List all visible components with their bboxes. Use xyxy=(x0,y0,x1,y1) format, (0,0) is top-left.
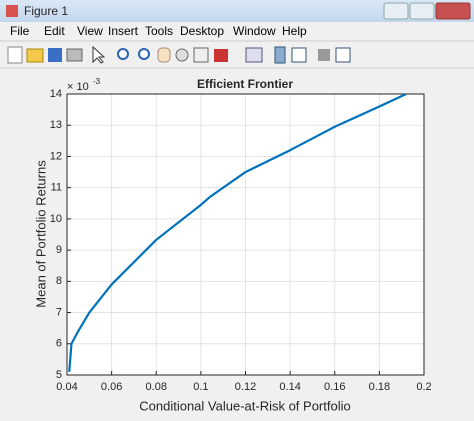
frontier-line xyxy=(68,93,407,372)
x-axis-label: Conditional Value-at-Risk of Portfolio xyxy=(139,398,350,413)
y-tick-label: 13 xyxy=(50,119,62,131)
tool-datacursor[interactable] xyxy=(193,47,209,63)
menu-item[interactable]: Help xyxy=(282,24,307,38)
tool-hide[interactable] xyxy=(318,49,330,61)
tool-pan[interactable] xyxy=(157,47,171,63)
x-tick-label: 0.08 xyxy=(146,381,167,393)
y-tick-label: 6 xyxy=(56,338,62,350)
tool-save[interactable] xyxy=(48,48,62,62)
y-tick-label: 10 xyxy=(50,213,62,225)
y-tick-label: 5 xyxy=(56,369,62,381)
x-tick-label: 0.16 xyxy=(324,381,345,393)
menu-item[interactable]: Tools xyxy=(145,24,173,38)
maximize-button[interactable] xyxy=(409,2,435,20)
x-tick-label: 0.1 xyxy=(193,381,208,393)
toolbar xyxy=(7,45,351,64)
tool-print[interactable] xyxy=(66,48,83,62)
tool-show[interactable] xyxy=(335,47,351,63)
app-icon xyxy=(6,5,18,17)
menu-item[interactable]: View xyxy=(77,24,103,38)
y-tick-label: 9 xyxy=(56,244,62,256)
x-tick-label: 0.06 xyxy=(101,381,122,393)
tool-colorbar[interactable] xyxy=(274,46,286,64)
menu-item[interactable]: Edit xyxy=(44,24,65,38)
tool-open[interactable] xyxy=(26,48,44,63)
menu-item[interactable]: File xyxy=(10,24,30,38)
x-tick-label: 0.2 xyxy=(416,381,431,393)
y-tick-label: 12 xyxy=(50,150,62,162)
y-tick-label: 14 xyxy=(50,88,62,100)
x-tick-label: 0.14 xyxy=(279,381,300,393)
y-multiplier-exponent: -3 xyxy=(93,77,101,86)
tool-new[interactable] xyxy=(7,46,23,64)
window-title: Figure 1 xyxy=(24,4,68,18)
y-tick-label: 8 xyxy=(56,275,62,287)
tool-zoom-out[interactable] xyxy=(138,48,150,60)
y-axis-label: Mean of Portfolio Returns xyxy=(33,160,48,308)
y-multiplier: × 10 xyxy=(67,81,89,93)
y-tick-label: 7 xyxy=(56,306,62,318)
plot: 5 6 7 8 9 10 11 12 13 14 0.04 0.06 0.08 0.1 0.12 0.14 0.… xyxy=(50,88,432,393)
tool-legend[interactable] xyxy=(291,47,307,63)
menu-item[interactable]: Desktop xyxy=(180,24,224,38)
x-tick-label: 0.12 xyxy=(235,381,256,393)
x-tick-label: 0.04 xyxy=(56,381,77,393)
axes-box xyxy=(66,93,425,376)
title-bar xyxy=(0,0,474,22)
chart-title: Efficient Frontier xyxy=(197,77,293,91)
tool-zoom-in[interactable] xyxy=(117,48,129,60)
tool-brush[interactable] xyxy=(214,49,228,62)
tool-link[interactable] xyxy=(245,47,263,63)
y-tick-label: 11 xyxy=(51,182,62,194)
tool-rotate[interactable] xyxy=(175,48,189,62)
tool-pointer[interactable] xyxy=(92,45,106,64)
close-button[interactable] xyxy=(435,2,471,20)
menu-bar: File Edit View Insert Tools Desktop Window Help xyxy=(10,24,307,38)
menu-item[interactable]: Window xyxy=(233,24,276,38)
menu-item[interactable]: Insert xyxy=(108,24,139,38)
x-tick-label: 0.18 xyxy=(369,381,390,393)
minimize-button[interactable] xyxy=(383,2,409,20)
